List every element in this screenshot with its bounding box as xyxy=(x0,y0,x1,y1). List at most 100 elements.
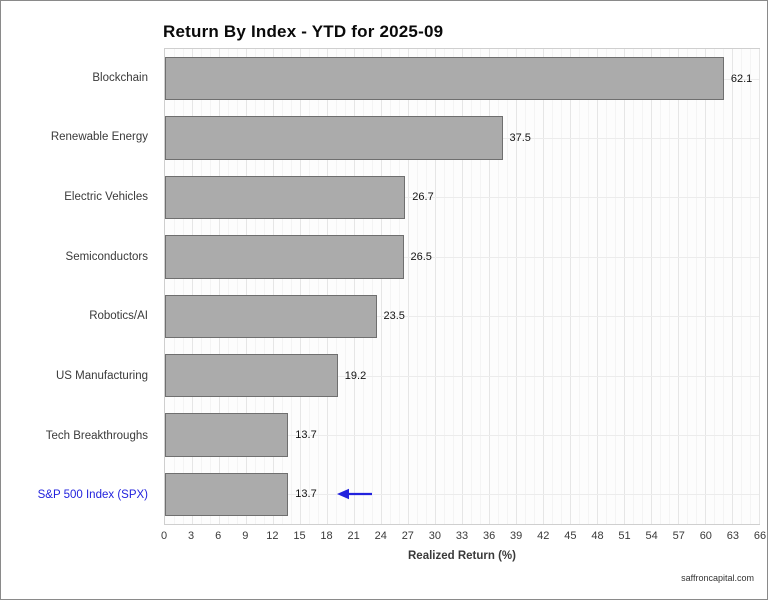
gridline-minor xyxy=(453,49,454,524)
gridline-major xyxy=(408,49,409,524)
gridline-minor xyxy=(686,49,688,524)
gridline-minor xyxy=(588,49,589,524)
gridline-minor xyxy=(425,49,427,524)
gridline-minor xyxy=(399,49,400,524)
x-axis-ticks: 0 3 6 9 12 15 18 21 24 27 30 33 36 39 42 45 48 51 54 57 60 63… xyxy=(160,530,766,544)
gridline-major xyxy=(624,49,625,524)
gridline-horizontal xyxy=(165,494,759,496)
category-axis: Blockchain Renewable Energy Electric Vehic… xyxy=(1,48,156,525)
gridline-major xyxy=(732,49,733,524)
gridline-minor xyxy=(282,49,283,524)
gridline-minor xyxy=(669,49,670,524)
x-tick-label: 9 xyxy=(242,530,249,542)
gridline-major xyxy=(300,49,301,524)
gridline-minor xyxy=(372,49,373,524)
gridline-minor xyxy=(390,49,391,524)
gridline-minor xyxy=(642,49,643,524)
x-tick-label: 36 xyxy=(482,530,496,542)
x-tick-label: 27 xyxy=(401,530,414,542)
gridline-minor xyxy=(615,49,616,524)
bar xyxy=(165,353,338,398)
page-title: Return By Index - YTD for 2025-09 xyxy=(163,22,444,41)
gridline-minor xyxy=(336,49,337,524)
x-tick-label: 54 xyxy=(645,530,658,542)
gridline-minor xyxy=(210,49,211,524)
x-tick-label: 12 xyxy=(266,530,279,542)
gridline-minor xyxy=(345,49,346,524)
gridline-minor xyxy=(534,49,535,524)
gridline-minor xyxy=(318,49,319,524)
category-label: Semiconductors xyxy=(65,250,148,263)
bar-value-label: 19.2 xyxy=(344,369,367,382)
bar-series: 62.1 37.5 26.7 26.5 23.5 19.2 13.7 13.7 xyxy=(165,49,759,524)
gridline-minor xyxy=(633,49,634,524)
category-label: Tech Breakthroughs xyxy=(45,429,148,442)
bar-row: 19.2 xyxy=(165,346,759,405)
gridline-major xyxy=(570,49,571,524)
gridline-horizontal xyxy=(165,375,759,377)
gridline-major xyxy=(462,49,463,524)
gridline-major xyxy=(705,49,706,524)
bar xyxy=(165,413,289,457)
gridline-minor xyxy=(309,49,310,524)
gridline-major xyxy=(327,49,328,524)
bar-value-label: 13.7 xyxy=(295,488,317,501)
bar-row: 37.5 xyxy=(165,108,759,167)
gridline-minor xyxy=(552,49,553,524)
gridline-minor xyxy=(174,49,175,524)
gridline-major xyxy=(381,49,382,524)
gridline-major xyxy=(651,49,652,524)
gridline-major xyxy=(489,49,490,524)
bar xyxy=(165,116,503,160)
x-tick-label: 60 xyxy=(699,530,712,542)
bar-value-label: 37.5 xyxy=(509,132,531,145)
bar xyxy=(165,57,724,101)
x-tick-label: 6 xyxy=(215,530,222,542)
gridline-horizontal xyxy=(165,256,759,258)
watermark: saffroncapital.com xyxy=(681,573,754,583)
x-tick-label: 33 xyxy=(455,530,469,542)
gridline-minor xyxy=(507,49,508,524)
gridline-minor xyxy=(579,49,580,524)
gridline-major xyxy=(246,49,247,524)
category-label: Blockchain xyxy=(92,71,148,84)
gridline-minor xyxy=(291,49,292,524)
bar-value-label: 26.7 xyxy=(412,191,434,204)
category-label: Renewable Energy xyxy=(50,131,148,144)
gridline-horizontal xyxy=(165,434,759,436)
gridline-major xyxy=(435,49,436,524)
bar-row: 62.1 xyxy=(165,49,759,108)
gridline-horizontal xyxy=(165,197,759,199)
x-tick-label: 66 xyxy=(753,530,767,542)
gridline-major xyxy=(219,49,220,524)
gridline-major xyxy=(273,49,274,524)
gridline-minor xyxy=(498,49,499,524)
gridline-minor xyxy=(444,49,445,524)
x-tick-label: 18 xyxy=(320,530,333,542)
x-tick-label: 3 xyxy=(188,530,195,542)
gridline-minor xyxy=(255,49,256,524)
x-tick-label: 42 xyxy=(537,530,550,542)
bar xyxy=(165,175,406,220)
bar-row: 13.7 xyxy=(165,465,759,524)
bar-value-label: 23.5 xyxy=(383,310,405,323)
gridline-minor xyxy=(696,49,697,524)
bar xyxy=(165,472,289,516)
x-tick-label: 24 xyxy=(374,530,387,542)
gridline-major xyxy=(543,49,544,524)
bar xyxy=(165,235,404,279)
gridline-horizontal xyxy=(165,316,759,318)
bar-row: 13.7 xyxy=(165,405,759,464)
x-tick-label: 0 xyxy=(160,530,168,542)
gridline-minor xyxy=(363,49,364,524)
x-tick-label: 39 xyxy=(510,530,523,542)
bar xyxy=(165,294,377,338)
gridline-major xyxy=(192,49,193,524)
gridline-minor xyxy=(660,49,661,524)
x-tick-label: 30 xyxy=(428,530,442,542)
gridline-major xyxy=(678,49,679,524)
gridline-minor xyxy=(561,49,562,524)
bar-value-label: 62.1 xyxy=(730,72,753,85)
gridline-minor xyxy=(183,49,184,524)
